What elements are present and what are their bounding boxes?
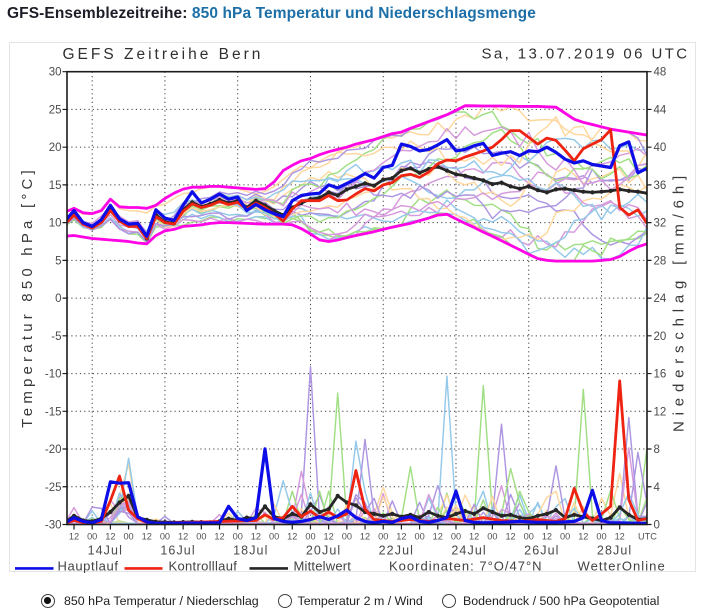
svg-text:-30: -30 xyxy=(45,520,62,532)
svg-text:12: 12 xyxy=(578,531,588,541)
svg-text:00: 00 xyxy=(123,531,133,541)
svg-text:12: 12 xyxy=(654,406,667,418)
svg-text:12: 12 xyxy=(142,531,152,541)
svg-text:20: 20 xyxy=(49,142,62,154)
svg-text:44: 44 xyxy=(654,104,667,116)
svg-text:12: 12 xyxy=(396,531,406,541)
svg-text:00: 00 xyxy=(378,531,388,541)
svg-text:00: 00 xyxy=(596,531,606,541)
svg-text:12: 12 xyxy=(178,531,188,541)
svg-text:15: 15 xyxy=(49,180,62,192)
svg-text:00: 00 xyxy=(160,531,170,541)
svg-text:00: 00 xyxy=(196,531,206,541)
svg-text:00: 00 xyxy=(269,531,279,541)
svg-text:Sa, 13.07.2019 06 UTC: Sa, 13.07.2019 06 UTC xyxy=(481,46,689,63)
svg-text:0: 0 xyxy=(55,293,61,305)
svg-text:00: 00 xyxy=(342,531,352,541)
svg-text:12: 12 xyxy=(324,531,334,541)
svg-text:8: 8 xyxy=(654,444,660,456)
svg-text:12: 12 xyxy=(542,531,552,541)
svg-text:22Jul: 22Jul xyxy=(379,543,414,557)
svg-text:32: 32 xyxy=(654,218,667,230)
svg-text:36: 36 xyxy=(654,180,667,192)
svg-text:4: 4 xyxy=(654,482,661,494)
svg-text:14Jul: 14Jul xyxy=(88,543,123,557)
svg-text:12: 12 xyxy=(214,531,224,541)
svg-text:Hauptlauf: Hauptlauf xyxy=(58,559,119,574)
svg-text:Niederschlag [mm/6h]: Niederschlag [mm/6h] xyxy=(671,170,688,432)
svg-text:20: 20 xyxy=(654,331,667,343)
svg-text:48: 48 xyxy=(654,67,667,79)
svg-text:12: 12 xyxy=(615,531,625,541)
svg-text:12: 12 xyxy=(505,531,515,541)
svg-text:0: 0 xyxy=(654,520,660,532)
svg-text:00: 00 xyxy=(414,531,424,541)
svg-text:16Jul: 16Jul xyxy=(160,543,195,557)
svg-text:12: 12 xyxy=(287,531,297,541)
svg-text:00: 00 xyxy=(560,531,570,541)
svg-text:28Jul: 28Jul xyxy=(597,543,632,557)
svg-text:12: 12 xyxy=(105,531,115,541)
svg-text:30: 30 xyxy=(49,67,62,79)
svg-text:24Jul: 24Jul xyxy=(451,543,486,557)
svg-text:-25: -25 xyxy=(45,482,62,494)
svg-text:00: 00 xyxy=(487,531,497,541)
svg-text:16: 16 xyxy=(654,369,667,381)
svg-text:20Jul: 20Jul xyxy=(306,543,341,557)
svg-text:UTC: UTC xyxy=(638,531,657,541)
svg-text:-20: -20 xyxy=(45,444,62,456)
svg-text:Temperatur 850 hPa [°C]: Temperatur 850 hPa [°C] xyxy=(19,166,36,428)
svg-text:00: 00 xyxy=(451,531,461,541)
svg-text:WetterOnline: WetterOnline xyxy=(578,559,666,574)
svg-text:Koordinaten: 7°O/47°N: Koordinaten: 7°O/47°N xyxy=(389,559,543,574)
svg-text:12: 12 xyxy=(69,531,79,541)
svg-text:26Jul: 26Jul xyxy=(524,543,559,557)
svg-text:25: 25 xyxy=(49,104,62,116)
svg-text:Kontrolllauf: Kontrolllauf xyxy=(169,559,238,574)
svg-text:00: 00 xyxy=(233,531,243,541)
svg-text:00: 00 xyxy=(305,531,315,541)
svg-text:00: 00 xyxy=(87,531,97,541)
svg-text:-15: -15 xyxy=(45,406,62,418)
svg-text:18Jul: 18Jul xyxy=(233,543,268,557)
svg-text:12: 12 xyxy=(360,531,370,541)
svg-text:5: 5 xyxy=(55,255,61,267)
svg-text:-5: -5 xyxy=(51,331,61,343)
svg-text:00: 00 xyxy=(524,531,534,541)
svg-text:12: 12 xyxy=(433,531,443,541)
svg-text:Mittelwert: Mittelwert xyxy=(294,559,352,574)
svg-text:-10: -10 xyxy=(45,369,62,381)
svg-text:12: 12 xyxy=(251,531,261,541)
svg-text:40: 40 xyxy=(654,142,667,154)
svg-text:GEFS Zeitreihe Bern: GEFS Zeitreihe Bern xyxy=(63,46,264,63)
svg-text:12: 12 xyxy=(469,531,479,541)
svg-text:24: 24 xyxy=(654,293,667,305)
svg-text:10: 10 xyxy=(49,218,62,230)
svg-text:28: 28 xyxy=(654,255,667,267)
